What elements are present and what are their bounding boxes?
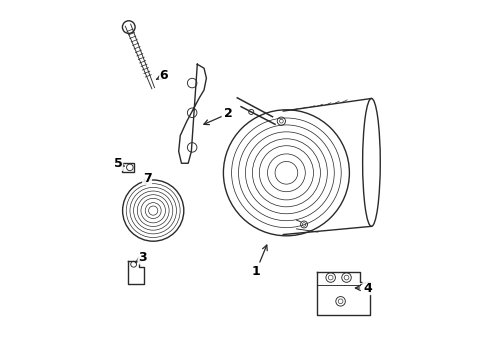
Text: 3: 3 bbox=[135, 251, 147, 264]
Text: 5: 5 bbox=[114, 157, 124, 170]
Text: 4: 4 bbox=[355, 282, 372, 294]
Text: 7: 7 bbox=[143, 172, 151, 185]
Text: 1: 1 bbox=[251, 245, 267, 278]
Text: 2: 2 bbox=[204, 107, 233, 125]
Bar bbox=[122, 163, 134, 172]
Text: 6: 6 bbox=[156, 69, 168, 82]
